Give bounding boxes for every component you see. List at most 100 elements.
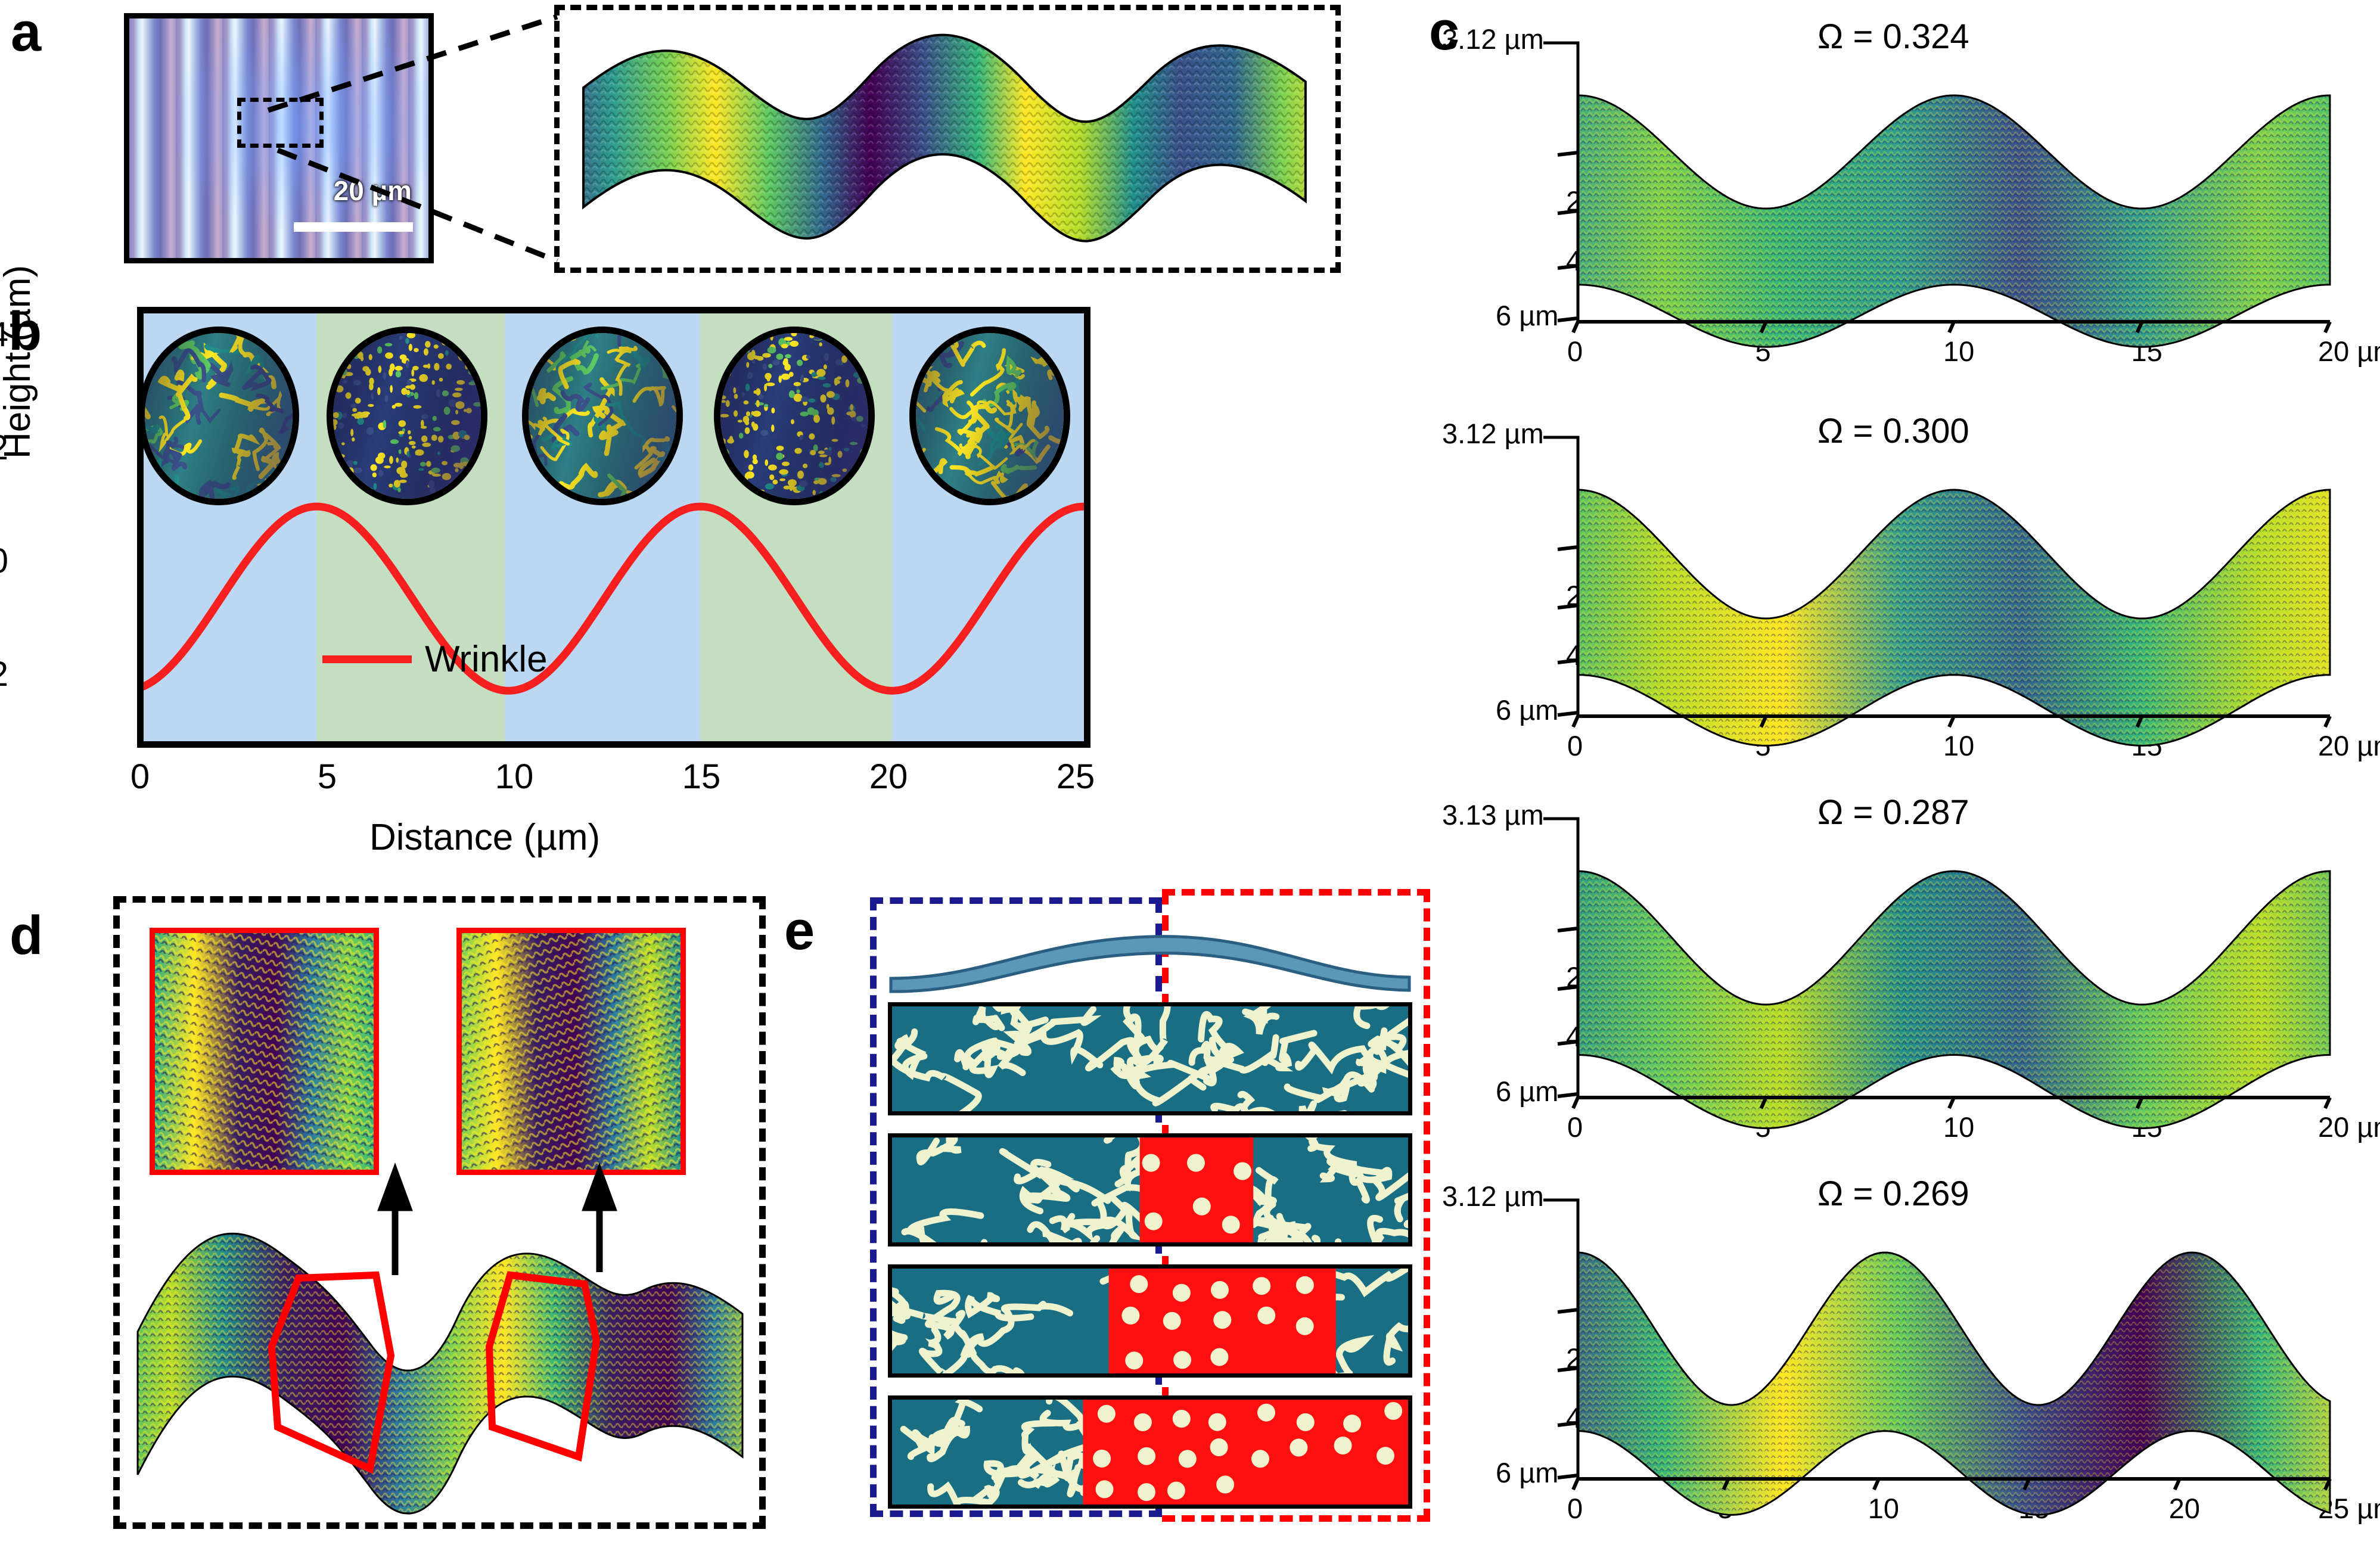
z-tick-label-4-3: 6 µm	[1496, 1457, 1559, 1488]
legend-label-wrinkle: Wrinkle	[425, 639, 548, 680]
z-tick-label-3-3: 6 µm	[1496, 1075, 1559, 1107]
micelle-dot	[1216, 1475, 1235, 1494]
x-tick-label-1-5: 20 µm	[2318, 335, 2380, 367]
lamellar-texture-4	[892, 1400, 1408, 1505]
y-tick-label-2: 2	[0, 428, 8, 468]
x-tick-label-20: 20	[869, 757, 908, 796]
omega-label-2: Ω = 0.300	[1817, 412, 1969, 450]
micelle-dot	[1133, 1413, 1152, 1431]
micelle-dot	[1222, 1216, 1240, 1234]
surface-plot-4	[1543, 1198, 2332, 1516]
roi-polygon-left	[268, 1271, 395, 1474]
strip-2-small-dot-region	[888, 1133, 1412, 1247]
micelle-dot	[1384, 1402, 1403, 1420]
arrow-right	[582, 1162, 617, 1272]
micelle-dot	[1290, 1438, 1308, 1457]
zoomed-afm-inset-right	[456, 928, 686, 1175]
micelle-dot	[1178, 1450, 1197, 1468]
strip-3-medium-dot-region	[888, 1264, 1412, 1378]
afm-circle-1	[144, 327, 300, 505]
micelle-dot	[1138, 1447, 1156, 1465]
inset-left-texture	[155, 933, 374, 1170]
micelle-dot	[1257, 1306, 1276, 1325]
micelle-dot	[1187, 1154, 1205, 1172]
x-tick-label-15: 15	[682, 757, 721, 796]
afm-texture	[333, 333, 481, 499]
z-tick-label-2-3: 6 µm	[1496, 694, 1559, 726]
x-tick-label-4-1: 0	[1567, 1493, 1583, 1524]
x-axis-label: Distance (µm)	[369, 817, 601, 858]
z-axis-4	[1543, 1198, 1580, 1479]
micelle-dot	[1334, 1437, 1352, 1454]
micelle-dot	[1130, 1275, 1148, 1294]
micelle-dot	[1234, 1162, 1252, 1180]
y-tick-label-4: 4	[0, 315, 8, 355]
micelle-dot	[1257, 1403, 1275, 1422]
x-tick-label-2-5: 20 µm	[2318, 730, 2380, 761]
z-top-label-1: 3.12 µm	[1442, 23, 1544, 55]
panel-d: d	[0, 876, 793, 1548]
panel-b: b Height (µm) Distance (µm) 4 2 0 -2 0 5…	[0, 265, 1132, 876]
x-tick-label-25: 25	[1056, 757, 1095, 796]
lamellar-texture-1	[892, 1006, 1408, 1111]
micelle-dot	[1121, 1306, 1140, 1325]
micelle-dot	[1295, 1276, 1314, 1294]
lamellar-texture-3	[892, 1269, 1408, 1373]
x-tick-label-3-1: 0	[1567, 1111, 1583, 1143]
dot-region-4	[1083, 1400, 1408, 1505]
panel-letter-c: c	[1429, 1, 1460, 61]
x-tick-label-4-5: 20	[2168, 1493, 2200, 1524]
micelle-dot	[1295, 1317, 1314, 1335]
stripe-texture	[129, 18, 428, 258]
z-axis-1	[1543, 41, 1580, 322]
strip-1-all-lamellae	[888, 1002, 1412, 1115]
micelle-dot	[1167, 1481, 1185, 1500]
x-tick-label-3-3: 10	[1943, 1111, 1975, 1143]
afm-texture	[145, 333, 293, 499]
x-tick-label-5: 5	[317, 757, 337, 796]
micelle-dot	[1192, 1197, 1211, 1216]
panel-a: a 20 µm	[0, 0, 1341, 280]
inset-right-texture	[462, 933, 681, 1170]
lamellar-texture-2	[892, 1137, 1408, 1242]
x-tick-label-2-1: 0	[1567, 730, 1583, 761]
micelle-dot	[1172, 1283, 1191, 1302]
z-top-label-3: 3.13 µm	[1442, 799, 1544, 831]
panel-letter-e: e	[784, 900, 815, 961]
legend: Wrinkle	[322, 638, 548, 680]
arrow-left	[377, 1162, 413, 1275]
surface-plot-1	[1543, 41, 2332, 348]
panel-letter-a: a	[11, 2, 42, 63]
x-tick-label-10: 10	[495, 757, 534, 796]
micelle-dot	[1251, 1450, 1269, 1468]
z-top-label-4: 3.12 µm	[1442, 1180, 1544, 1212]
afm-texture	[529, 333, 677, 499]
height-profile-plot: Wrinkle	[137, 307, 1090, 748]
micelle-dot	[1144, 1212, 1163, 1230]
afm-3d-wrinkle-surface	[582, 33, 1307, 243]
roi-dashed-box	[237, 97, 324, 148]
surface-plot-3	[1543, 817, 2332, 1130]
micelle-dot	[1125, 1351, 1144, 1370]
x-tick-label-3-5: 20 µm	[2318, 1111, 2380, 1143]
micelle-dot	[1211, 1280, 1229, 1299]
micelle-dot	[1377, 1447, 1394, 1465]
wrinkle-height-curve	[144, 502, 1084, 695]
leader-lines	[267, 14, 558, 264]
panel-letter-b: b	[8, 301, 42, 362]
panel-e-blue-dashed-box	[870, 897, 1162, 1517]
micelle-dot	[1095, 1480, 1114, 1499]
afm-3d-surface-box	[554, 5, 1341, 273]
afm-circle-3	[522, 327, 683, 505]
x-tick-label-1-1: 0	[1567, 335, 1583, 367]
y-tick-label-0: 0	[0, 541, 8, 581]
scale-bar	[294, 222, 413, 232]
afm-texture	[720, 333, 868, 499]
micelle-dot	[1210, 1438, 1228, 1456]
micelle-dot	[1093, 1449, 1111, 1468]
